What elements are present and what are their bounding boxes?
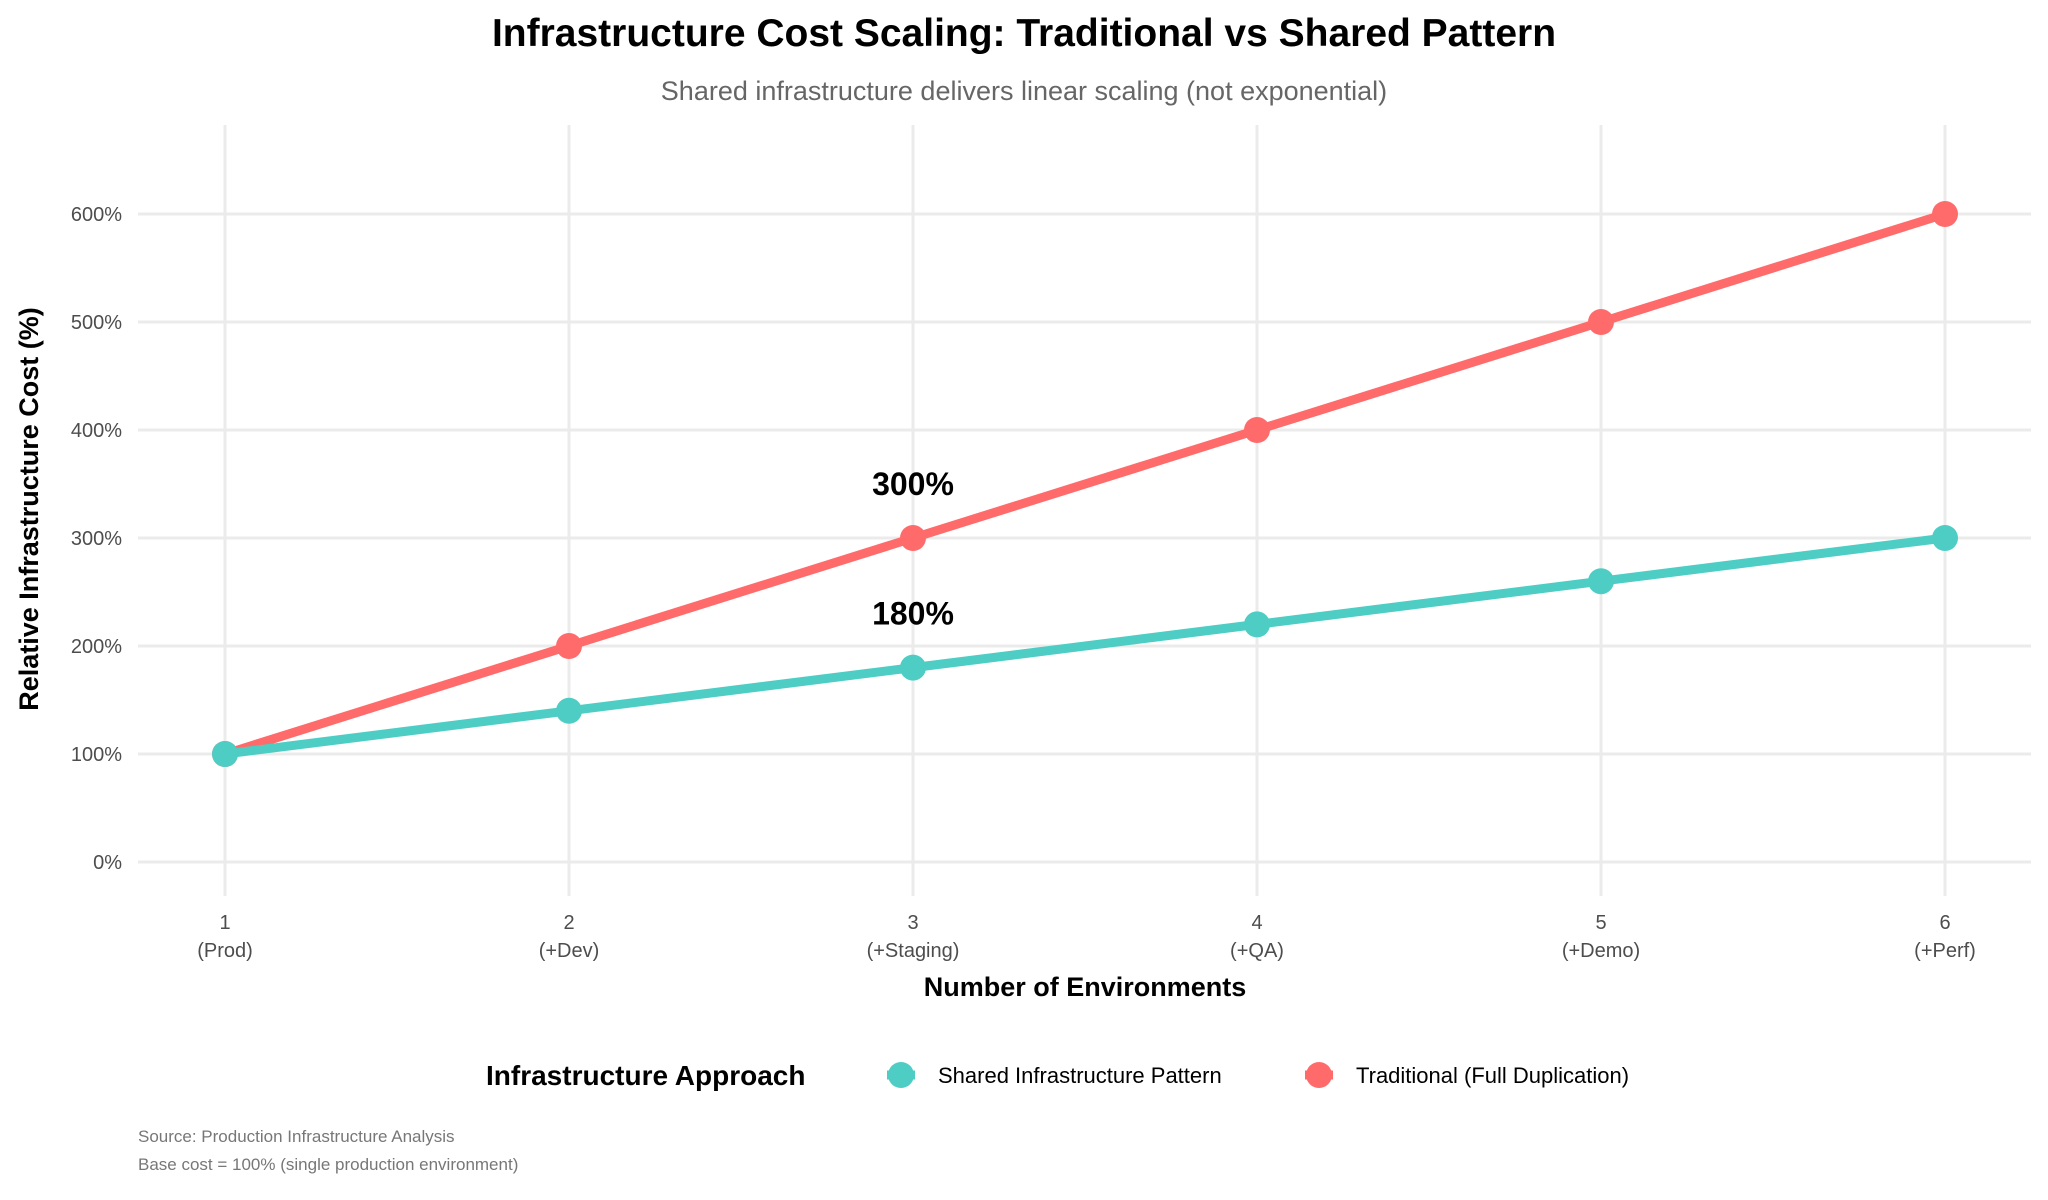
legend: Infrastructure Approach Shared Infrastru…: [486, 1060, 1629, 1091]
series-line: [220, 533, 1950, 759]
x-tick-label: 5: [1595, 912, 1606, 934]
y-tick-label: 500%: [71, 312, 122, 334]
x-tick-sublabel: (+QA): [1230, 940, 1284, 962]
data-point: [900, 654, 926, 681]
legend-key-point: [1306, 1062, 1332, 1088]
x-tick-sublabel: (+Perf): [1914, 940, 1976, 962]
y-axis-title: Relative Infrastructure Cost (%): [14, 307, 44, 711]
data-point: [212, 741, 238, 767]
series-layer: [212, 201, 1958, 767]
legend-label: Traditional (Full Duplication): [1356, 1063, 1629, 1088]
y-tick-label: 100%: [71, 744, 122, 766]
data-point: [1588, 309, 1614, 335]
y-tick-label: 200%: [71, 636, 122, 658]
x-tick-sublabel: (Prod): [197, 940, 253, 962]
x-axis-ticks: 1 (Prod) 2 (+Dev) 3 (+Staging) 4 (+QA) 5 (+Demo) 6…: [197, 912, 1976, 962]
annotations: 300% 180%: [872, 466, 954, 632]
x-tick-sublabel: (+Demo): [1562, 940, 1640, 962]
annotation-label: 180%: [872, 596, 954, 632]
caption-source: Source: Production Infrastructure Analys…: [138, 1127, 455, 1146]
x-tick-label: 6: [1939, 912, 1950, 934]
data-point: [1932, 525, 1958, 551]
caption-base-cost: Base cost = 100% (single production envi…: [138, 1155, 518, 1174]
y-tick-label: 0%: [93, 852, 122, 874]
data-point: [1244, 611, 1270, 638]
legend-title: Infrastructure Approach: [486, 1060, 805, 1091]
data-point: [556, 697, 582, 724]
x-tick-label: 3: [907, 912, 918, 934]
chart-subtitle: Shared infrastructure delivers linear sc…: [661, 76, 1387, 106]
data-point: [556, 633, 582, 659]
x-tick-sublabel: (+Dev): [539, 940, 600, 962]
y-tick-label: 300%: [71, 528, 122, 550]
grid: [138, 125, 2031, 896]
chart-title: Infrastructure Cost Scaling: Traditional…: [492, 12, 1556, 55]
x-tick-label: 4: [1251, 912, 1262, 934]
data-point: [900, 525, 926, 551]
y-tick-label: 400%: [71, 420, 122, 442]
legend-label: Shared Infrastructure Pattern: [938, 1063, 1222, 1088]
data-point: [1244, 417, 1270, 443]
annotation-label: 300%: [872, 466, 954, 502]
x-tick-label: 1: [219, 912, 230, 934]
legend-key-point: [888, 1062, 914, 1088]
y-axis-ticks: 0% 100% 200% 300% 400% 500% 600%: [71, 204, 122, 874]
x-tick-label: 2: [563, 912, 574, 934]
x-tick-sublabel: (+Staging): [867, 940, 960, 962]
data-point: [1932, 201, 1958, 227]
series-line: [220, 209, 1950, 759]
y-tick-label: 600%: [71, 204, 122, 226]
x-axis-title: Number of Environments: [924, 972, 1247, 1002]
data-point: [1588, 568, 1614, 595]
